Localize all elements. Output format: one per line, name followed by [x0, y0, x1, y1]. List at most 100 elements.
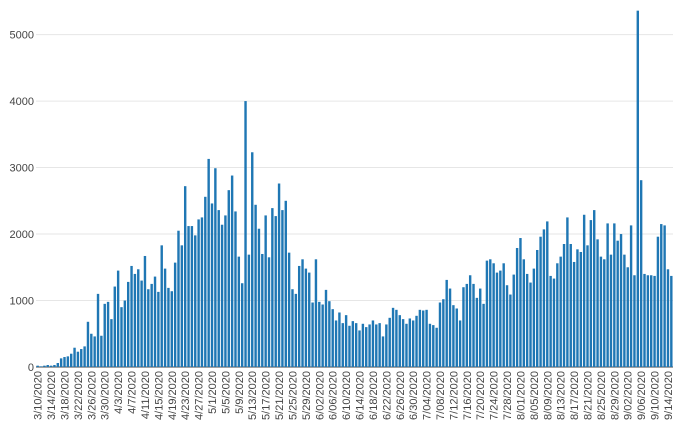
bar [636, 10, 640, 367]
bar [204, 196, 207, 367]
bar [425, 309, 428, 367]
bar [378, 323, 381, 367]
bar [375, 324, 378, 367]
bar [479, 288, 482, 367]
bar [76, 351, 80, 367]
bar [113, 286, 116, 367]
bar [120, 307, 123, 367]
bar [66, 356, 70, 367]
bar [485, 260, 489, 367]
bar [358, 330, 361, 367]
x-tick-label: 5/13/2020 [247, 371, 259, 420]
x-axis-ticks: 3/10/2020 3/14/2020 3/18/2020 3/22/2020 3/26… [33, 371, 675, 420]
bar [304, 268, 308, 367]
bar [626, 267, 629, 367]
bar [328, 301, 331, 367]
bar [133, 273, 137, 367]
x-tick-label: 9/02/2020 [623, 371, 635, 420]
x-tick-label: 8/05/2020 [529, 371, 541, 420]
bar [143, 255, 147, 367]
bar [438, 302, 442, 367]
bar [190, 226, 194, 367]
bar [529, 282, 532, 367]
bar [324, 289, 328, 367]
bar [656, 236, 660, 367]
bar [562, 244, 566, 367]
bar [398, 315, 401, 367]
bar [599, 256, 603, 367]
x-tick-label: 3/22/2020 [73, 371, 85, 420]
bar [532, 268, 536, 367]
bar [80, 349, 83, 367]
bars [36, 10, 673, 368]
x-tick-label: 5/9/2020 [234, 371, 246, 414]
bar [646, 275, 650, 367]
bar [116, 270, 120, 367]
bar [666, 269, 670, 367]
x-tick-label: 4/19/2020 [167, 371, 179, 420]
bar [596, 239, 599, 367]
bar [582, 214, 586, 367]
bar [475, 297, 479, 367]
bar [576, 249, 579, 367]
bar [569, 244, 572, 367]
bar [321, 304, 324, 367]
x-tick-label: 4/15/2020 [153, 371, 165, 420]
x-tick-label: 5/25/2020 [287, 371, 299, 420]
x-tick-label: 6/26/2020 [395, 371, 407, 420]
x-tick-label: 8/09/2020 [542, 371, 554, 420]
bar [200, 217, 204, 367]
bar [572, 261, 576, 367]
bar [552, 278, 556, 367]
bar [482, 303, 485, 367]
bar [388, 317, 391, 367]
bar [187, 226, 190, 367]
bar [297, 265, 301, 367]
bar [465, 283, 469, 367]
bar [650, 275, 653, 367]
x-tick-label: 5/17/2020 [261, 371, 273, 420]
bar [69, 353, 73, 367]
bar [331, 309, 334, 367]
x-tick-label: 5/1/2020 [207, 371, 219, 414]
bar [291, 289, 294, 367]
bar [519, 238, 522, 367]
bar [448, 288, 452, 367]
bar [126, 281, 130, 367]
x-tick-label: 5/5/2020 [220, 371, 232, 414]
bar [418, 309, 422, 367]
bar [639, 180, 643, 367]
bar [130, 265, 133, 367]
bar [623, 254, 626, 367]
bar [391, 307, 395, 367]
x-tick-label: 8/21/2020 [583, 371, 595, 420]
x-tick-label: 3/26/2020 [86, 371, 98, 420]
bar [257, 228, 261, 367]
bar [495, 272, 499, 367]
bar [254, 204, 257, 367]
bar [559, 256, 562, 367]
bar [220, 224, 224, 367]
bar [314, 259, 318, 367]
x-tick-label: 3/10/2020 [33, 371, 45, 420]
bar [59, 358, 63, 367]
x-tick-label: 9/14/2020 [663, 371, 675, 420]
bar [56, 363, 59, 367]
bar [593, 210, 596, 367]
x-tick-label: 5/29/2020 [301, 371, 313, 420]
bar [214, 168, 217, 367]
bar [251, 152, 254, 367]
bar [422, 310, 425, 367]
bar [660, 224, 663, 367]
bar [230, 175, 234, 367]
x-tick-label: 7/16/2020 [462, 371, 474, 420]
bar [499, 270, 502, 367]
x-tick-label: 8/25/2020 [596, 371, 608, 420]
bar [244, 101, 247, 368]
bar [311, 302, 314, 367]
bar [197, 219, 200, 367]
bar [589, 220, 593, 367]
bar [110, 319, 113, 367]
y-tick-label: 2000 [10, 229, 34, 241]
